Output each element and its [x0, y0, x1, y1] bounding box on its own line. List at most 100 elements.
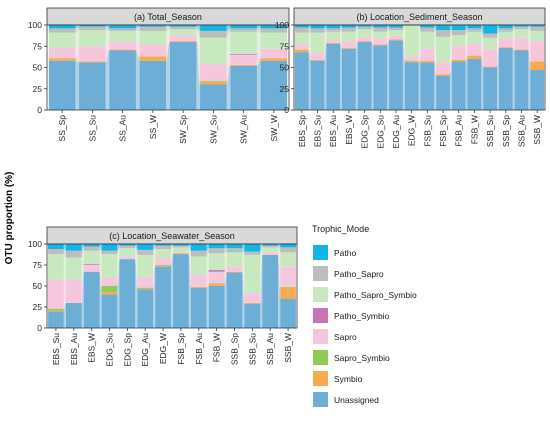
bar-segment-patho-ss-sp [48, 25, 76, 29]
panel-location-seawater-season: (c) Location_Seawater_Season 0 25 50 75 100 E… [28, 226, 298, 367]
flow-sapro-b-12 [496, 38, 499, 67]
bar-segment-unassigned-ssb-au [262, 254, 279, 328]
flow-sapro-a-5 [226, 54, 231, 82]
bar-segment-patho-sapro-sw-w [260, 28, 288, 33]
flow-symbio-c-11 [260, 254, 263, 304]
x-tick-label-ss-su: SS_Su [87, 115, 97, 142]
x-tick-label-edg-sp: EDG_Sp [360, 115, 370, 149]
flow-patho_sapro-b-2 [340, 27, 343, 32]
flow-sapro_symbio-b-7 [418, 60, 421, 62]
flow-patho-b-11 [481, 25, 484, 34]
bar-segment-symbio-edg-au [137, 288, 154, 290]
bar-segment-symbio-ss-au [109, 49, 136, 51]
bar-segment-patho-sapro-ebs-su [48, 249, 64, 255]
bar-segment-patho-ebs-au [326, 25, 341, 29]
flow-symbio-c-10 [242, 271, 245, 304]
bar-segment-patho-sapro-ss-w [139, 26, 167, 31]
bar-segment-sapro-fsb-sp [436, 62, 450, 75]
y-tick-label-c-50: 50 [33, 281, 43, 291]
flow-unassigned-c-10 [242, 272, 245, 328]
bar-segment-patho-sapro-ssb-au [514, 26, 529, 30]
flow-unassigned-c-11 [260, 254, 263, 328]
flow-sapro_symbio-c-2 [99, 271, 102, 292]
bar-segment-patho-edg-au [389, 25, 403, 28]
flow-sapro_symbio-b-6 [402, 39, 405, 62]
bar-segment-unassigned-ssb-sp [498, 47, 513, 110]
flow-patho_sapro-b-10 [465, 28, 468, 36]
bar-segment-unassigned-sw-au [230, 65, 257, 110]
bar-segment-patho-symbio-sw-au [230, 53, 257, 55]
bar-segment-patho-fsb-su [420, 25, 435, 28]
bar-segment-patho-sapro-symbio-fsb-w [208, 253, 225, 271]
flow-sapro-b-13 [512, 37, 515, 50]
y-tick-label-b-50: 50 [280, 63, 290, 73]
bar-segment-sapro-ebs-au [65, 279, 82, 303]
bar-segment-patho-sapro-symbio-ebs-au [326, 31, 341, 40]
facet-title-a: (a) Total_Season [134, 12, 202, 22]
flow-patho-c-8 [206, 244, 209, 251]
bar-segment-symbio-edg-sp [357, 41, 372, 42]
legend-swatch-sapro [313, 329, 328, 344]
x-tick-label-sw-sp: SW_Sp [178, 115, 188, 144]
bar-segment-patho-sapro-fsb-w [467, 28, 482, 32]
flow-patho_sapro-c-4 [135, 245, 138, 255]
x-tick-label-sw-su: SW_Su [208, 115, 218, 144]
legend-label-symbio: Symbio [334, 374, 363, 384]
bar-segment-patho-fsb-au [190, 244, 207, 251]
bar-segment-unassigned-ss-w [139, 60, 167, 110]
flow-sapro-b-8 [434, 48, 437, 75]
bar-segment-patho-sapro-edg-au [389, 27, 403, 31]
bar-segment-symbio-fsb-au [451, 59, 466, 62]
bar-segment-patho-sapro-edg-su [101, 250, 118, 255]
y-tick-label-a-100: 100 [28, 20, 42, 30]
bars-b [294, 25, 545, 111]
flow-patho_sapro-c-0 [63, 249, 66, 258]
bar-segment-patho-sapro-ssb-sp [498, 28, 513, 32]
bar-segment-patho-sapro-symbio-ebs-w [83, 250, 100, 265]
legend-label-patho-symbio: Patho_Symbio [334, 311, 390, 321]
bar-segment-patho-sapro-ssb-su [244, 251, 261, 255]
bar-segment-patho-sapro-symbio-sw-su [200, 37, 227, 65]
flow-patho_sapro_symbio-b-14 [528, 29, 531, 42]
x-tick-label-edg-au: EDG_Au [140, 333, 150, 367]
bar-segment-unassigned-sw-sp [169, 42, 197, 110]
bar-segment-patho-sapro-symbio-ssb-sp [498, 31, 513, 39]
flow-unassigned-c-9 [224, 272, 227, 328]
flow-patho-b-12 [496, 25, 499, 34]
flow-unassigned-c-1 [81, 271, 84, 328]
flow-patho-c-1 [81, 244, 84, 251]
bar-segment-patho-sapro-symbio-edg-au [389, 30, 403, 37]
flow-patho-b-1 [324, 25, 327, 29]
flow-patho_sapro_symbio-a-1 [105, 30, 110, 47]
bar-segment-patho-ssb-su [483, 25, 497, 34]
bar-segment-symbio-fsb-w [467, 55, 482, 59]
flow-unassigned-a-4 [196, 42, 201, 110]
x-tick-label-ssb-sp: SSB_Sp [230, 333, 240, 365]
flow-sapro-b-4 [371, 36, 374, 45]
plot-area-a: 0 25 50 75 100 SS_Sp SS_Su SS_Au SS_W SW_Sp SW_Su S… [28, 20, 290, 144]
bar-segment-patho-sapro-symbio-fsb-w [467, 31, 482, 44]
flow-patho_sapro-a-3 [166, 26, 170, 31]
bar-segment-sapro-sw-sp [169, 35, 197, 42]
flow-patho_sapro-c-11 [260, 245, 263, 255]
flow-sapro_symbio-c-9 [224, 271, 227, 285]
flow-unassigned-b-14 [528, 50, 531, 110]
y-tick-label-b-25: 25 [280, 84, 290, 94]
legend-swatch-patho-symbio [313, 308, 328, 323]
flow-patho-b-7 [418, 25, 421, 28]
x-tick-label-edg-w: EDG_W [407, 115, 417, 146]
flow-patho_sapro_symbio-b-3 [355, 29, 358, 42]
flow-patho_sapro_symbio-b-5 [387, 30, 390, 39]
flow-unassigned-b-0 [308, 52, 311, 110]
bar-segment-unassigned-ssb-su [244, 303, 261, 328]
flow-sapro-b-11 [481, 43, 484, 67]
bar-segment-sapro-symbio-edg-w [404, 60, 419, 62]
bar-segment-unassigned-ss-au [109, 50, 136, 110]
flow-unassigned-b-10 [465, 59, 468, 110]
flow-patho_sapro_symbio-a-4 [196, 29, 201, 65]
bar-segment-sapro-edg-sp [357, 36, 372, 42]
bar-segment-symbio-edg-w [155, 265, 171, 267]
legend-title: Trophic_Mode [312, 224, 369, 234]
flow-patho_sapro-b-11 [481, 28, 484, 38]
flow-sapro-b-10 [465, 43, 468, 60]
